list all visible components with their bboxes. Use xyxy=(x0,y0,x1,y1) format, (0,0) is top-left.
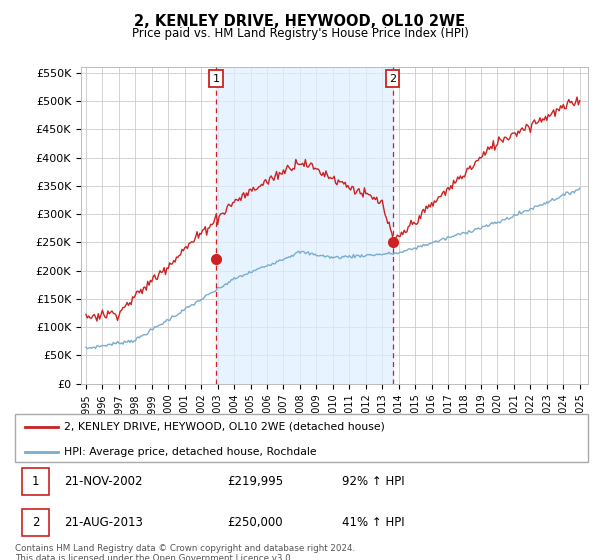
Text: 1: 1 xyxy=(212,73,220,83)
Text: 41% ↑ HPI: 41% ↑ HPI xyxy=(341,516,404,529)
FancyBboxPatch shape xyxy=(22,509,49,535)
Text: 2, KENLEY DRIVE, HEYWOOD, OL10 2WE: 2, KENLEY DRIVE, HEYWOOD, OL10 2WE xyxy=(134,14,466,29)
Text: 21-AUG-2013: 21-AUG-2013 xyxy=(64,516,143,529)
FancyBboxPatch shape xyxy=(15,414,588,462)
Text: 2: 2 xyxy=(389,73,397,83)
Text: Contains HM Land Registry data © Crown copyright and database right 2024.: Contains HM Land Registry data © Crown c… xyxy=(15,544,355,553)
Text: 2, KENLEY DRIVE, HEYWOOD, OL10 2WE (detached house): 2, KENLEY DRIVE, HEYWOOD, OL10 2WE (deta… xyxy=(64,422,385,432)
Text: HPI: Average price, detached house, Rochdale: HPI: Average price, detached house, Roch… xyxy=(64,446,316,456)
Bar xyxy=(216,67,393,384)
Text: This data is licensed under the Open Government Licence v3.0.: This data is licensed under the Open Gov… xyxy=(15,554,293,560)
Text: 21-NOV-2002: 21-NOV-2002 xyxy=(64,475,142,488)
Text: 2: 2 xyxy=(32,516,40,529)
Text: 92% ↑ HPI: 92% ↑ HPI xyxy=(341,475,404,488)
Text: £250,000: £250,000 xyxy=(227,516,283,529)
Text: 1: 1 xyxy=(32,475,40,488)
Text: Price paid vs. HM Land Registry's House Price Index (HPI): Price paid vs. HM Land Registry's House … xyxy=(131,27,469,40)
Text: £219,995: £219,995 xyxy=(227,475,283,488)
FancyBboxPatch shape xyxy=(22,468,49,495)
